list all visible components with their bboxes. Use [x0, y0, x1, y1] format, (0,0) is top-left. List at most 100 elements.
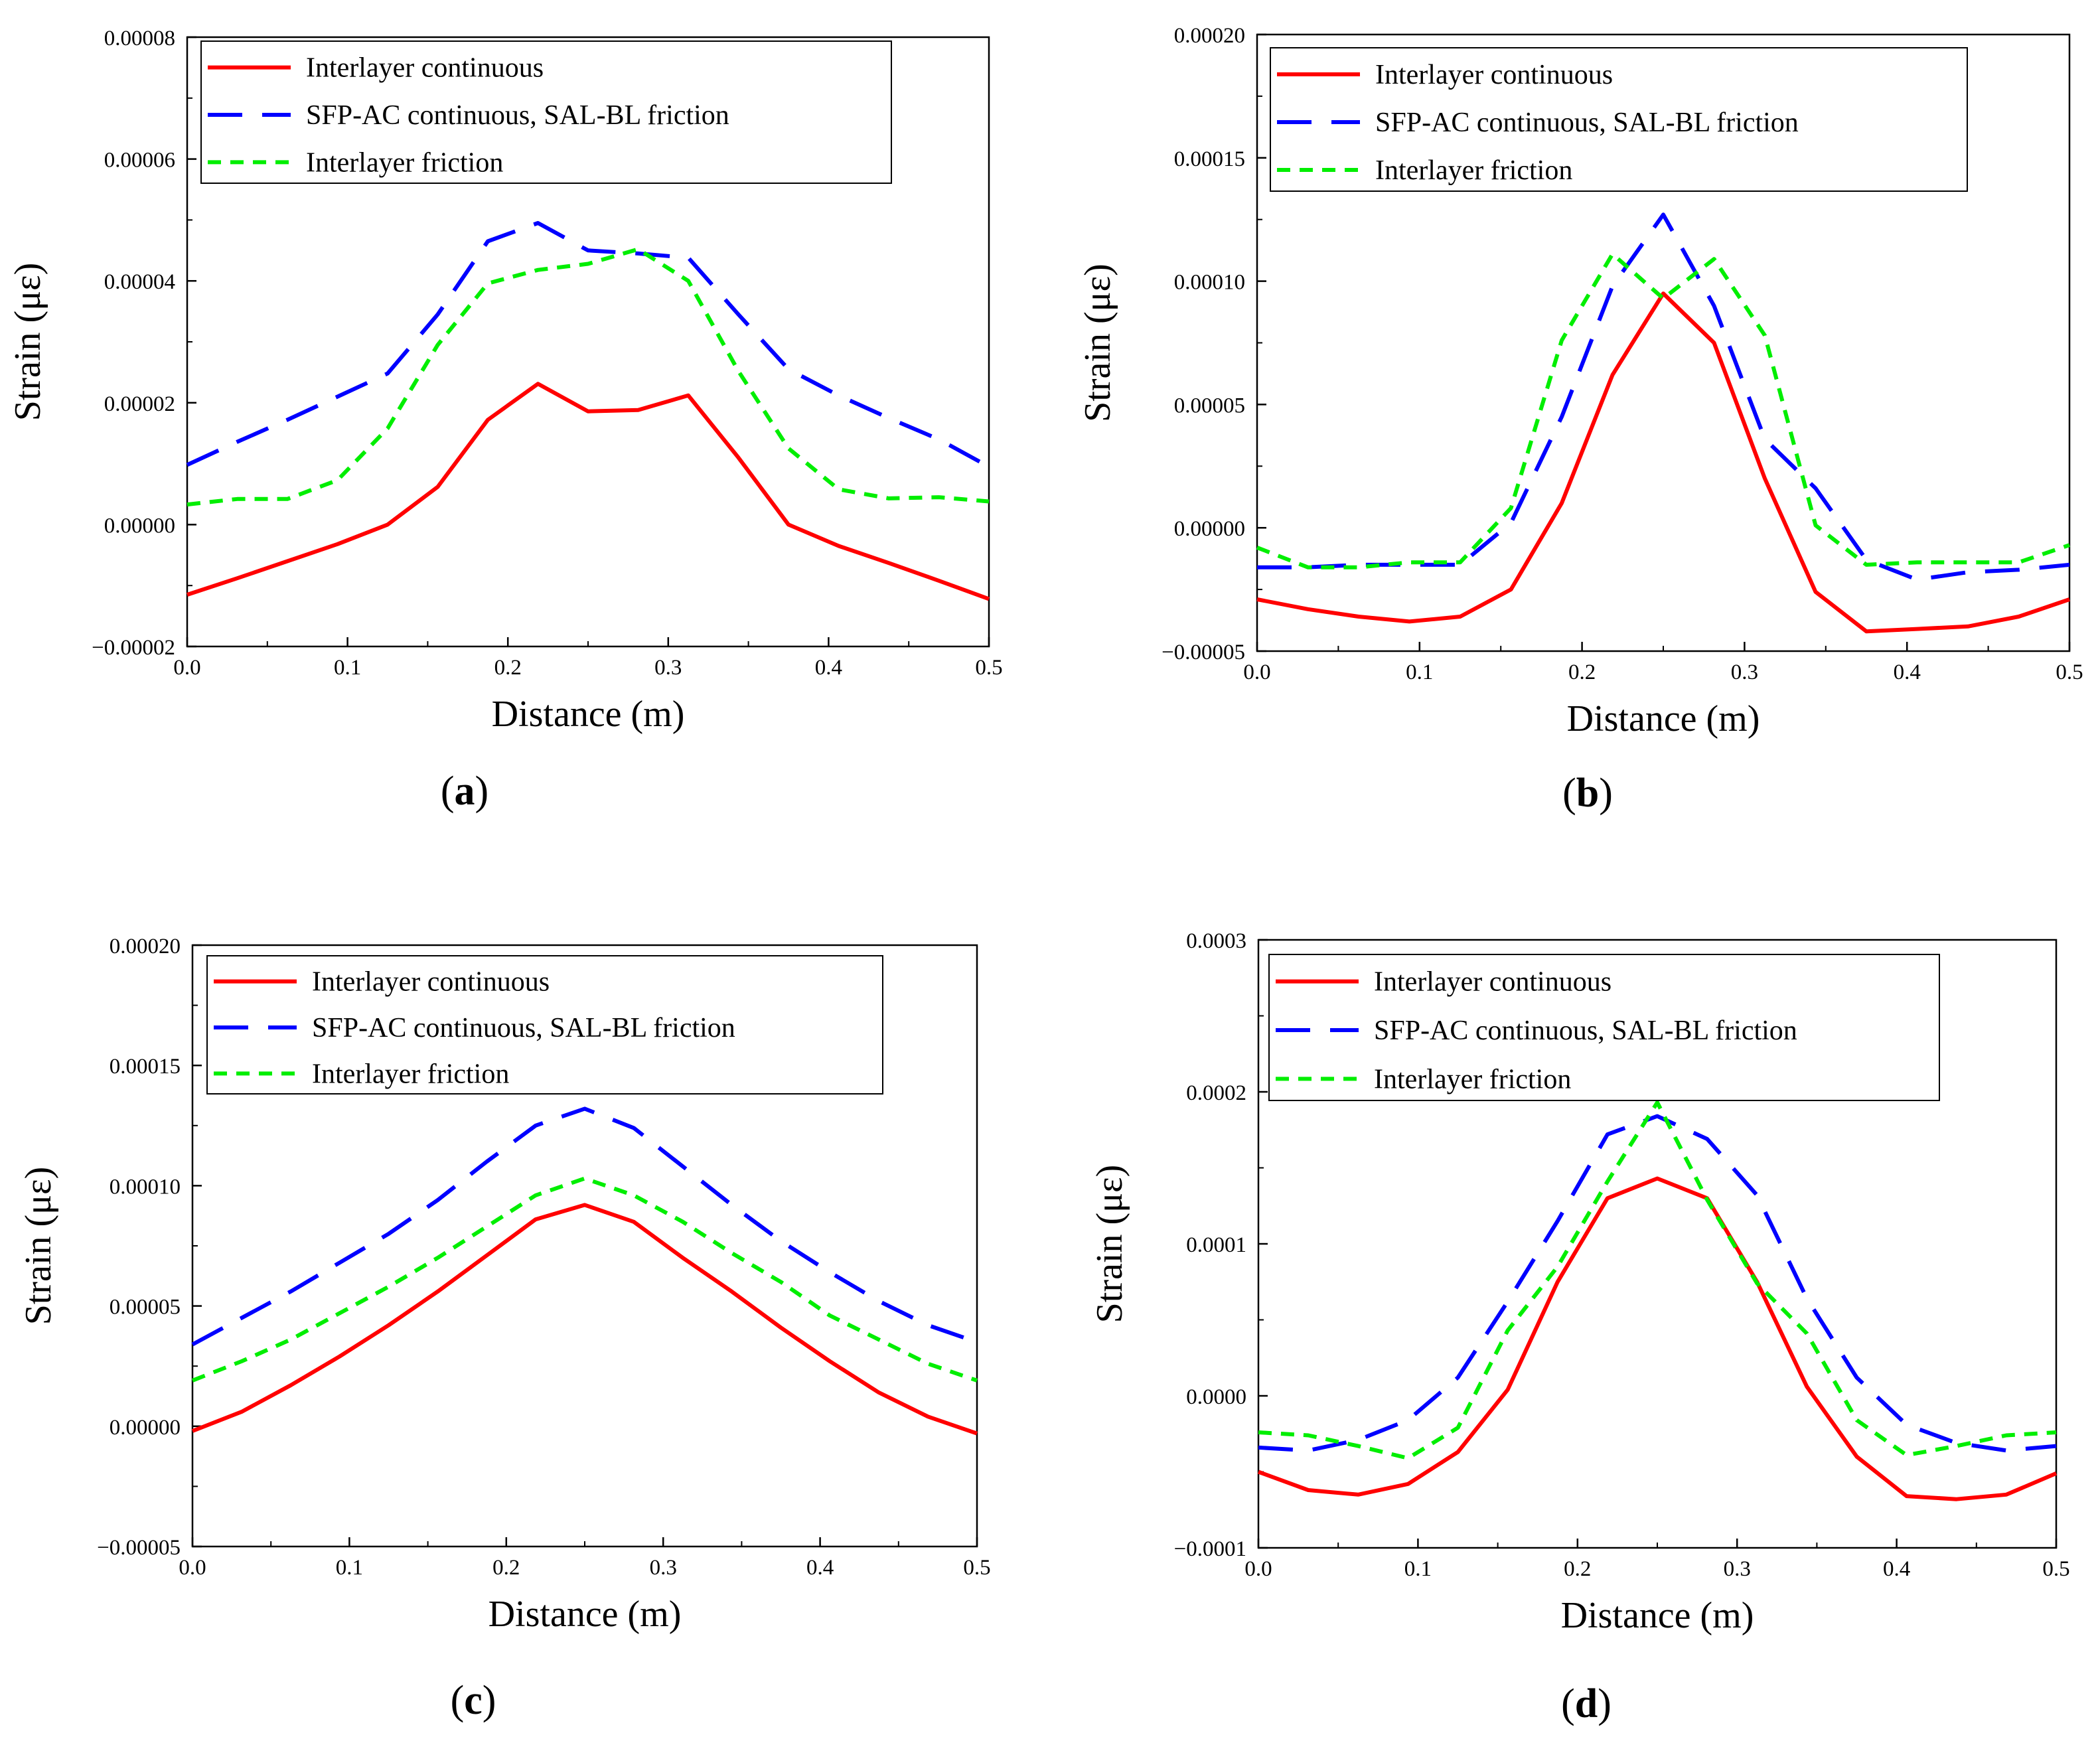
y-tick-label: 0.0003	[1186, 929, 1246, 953]
legend-label-1: Interlayer continuous	[1374, 967, 1612, 998]
legend-label-1: Interlayer continuous	[1375, 60, 1613, 90]
y-tick-label: 0.00005	[110, 1296, 181, 1320]
legend-label-1: Interlayer continuous	[312, 967, 550, 998]
y-tick-label: −0.00005	[97, 1536, 181, 1560]
chart-panel-a: 0.0 0.1 0.2 0.3 0.4 0.5 −0.00002 0.00000 0.00002…	[7, 27, 1003, 814]
y-tick-label: 0.00000	[104, 514, 175, 538]
panel-letter: d	[1575, 1681, 1598, 1726]
x-tick-label: 0.0	[173, 656, 200, 680]
panel-label: (c)	[451, 1678, 496, 1723]
x-axis-label: Distance (m)	[1561, 1595, 1754, 1636]
series-line-3	[187, 247, 990, 507]
legend-label-2: SFP-AC continuous, SAL-BL friction	[312, 1013, 735, 1043]
y-tick-label: 0.00000	[1174, 517, 1245, 541]
legend-box	[1268, 954, 1940, 1101]
y-tick-label: 0.00020	[1174, 24, 1245, 48]
series-line-2	[191, 1106, 978, 1347]
chart-panel-b: 0.0 0.1 0.2 0.3 0.4 0.5 −0.00005 0.00000 0.00005…	[1077, 24, 2083, 816]
y-tick-label: 0.00002	[104, 392, 175, 416]
x-axis-label: Distance (m)	[492, 694, 685, 735]
x-tick-label: 0.4	[1883, 1557, 1910, 1581]
x-tick-label: 0.1	[1406, 660, 1433, 684]
x-tick-label: 0.2	[492, 1556, 520, 1580]
y-tick-label: 0.00015	[110, 1055, 181, 1079]
x-tick-label: 0.0	[179, 1556, 206, 1580]
series-line-2	[186, 221, 990, 469]
y-tick-label: 0.00008	[104, 27, 175, 50]
series-line-1	[1257, 1176, 2058, 1501]
series-line-3	[191, 1176, 978, 1383]
x-axis-label: Distance (m)	[1567, 698, 1760, 739]
series-line-1	[187, 382, 990, 601]
x-tick-label: 0.1	[1404, 1557, 1432, 1581]
y-tick-label: 0.00004	[104, 270, 175, 294]
legend-label-3: Interlayer friction	[312, 1059, 509, 1089]
legend-box	[200, 40, 892, 184]
y-tick-label: 0.0000	[1186, 1385, 1246, 1409]
legend-label-2: SFP-AC continuous, SAL-BL friction	[1375, 108, 1799, 138]
x-tick-label: 0.0	[1244, 1557, 1272, 1581]
y-tick-label: 0.00000	[110, 1416, 181, 1440]
y-tick-label: 0.00020	[110, 935, 181, 958]
x-tick-label: 0.2	[494, 656, 522, 680]
panel-label: (a)	[441, 769, 488, 814]
series-line-2	[1258, 1114, 2057, 1453]
y-axis-label: Strain (με)	[1089, 1165, 1130, 1323]
x-tick-label: 0.5	[2056, 660, 2083, 684]
legend: Interlayer continuous SFP-AC continuous, …	[1270, 47, 1968, 192]
y-tick-label: 0.0002	[1186, 1081, 1246, 1105]
panel-letter: b	[1576, 771, 1599, 816]
y-tick-label: 0.00010	[1174, 271, 1245, 295]
y-axis-label: Strain (με)	[18, 1167, 59, 1325]
x-tick-label: 0.3	[1731, 660, 1758, 684]
legend-label-3: Interlayer friction	[1375, 155, 1572, 186]
legend: Interlayer continuous SFP-AC continuous, …	[206, 955, 883, 1095]
y-tick-label: −0.0001	[1174, 1537, 1246, 1561]
y-tick-label: −0.00002	[92, 636, 175, 660]
panel-label: (d)	[1561, 1681, 1612, 1726]
legend-label-2: SFP-AC continuous, SAL-BL friction	[1374, 1016, 1797, 1046]
x-tick-label: 0.1	[334, 656, 361, 680]
x-axis-label: Distance (m)	[488, 1594, 682, 1635]
y-tick-label: 0.0001	[1186, 1233, 1246, 1257]
y-axis-label: Strain (με)	[1077, 264, 1118, 422]
legend: Interlayer continuous SFP-AC continuous, …	[1268, 954, 1940, 1101]
legend-label-3: Interlayer friction	[1374, 1064, 1571, 1095]
panel-label: (b)	[1562, 771, 1613, 816]
legend-box	[206, 955, 883, 1095]
chart-panel-c: 0.0 0.1 0.2 0.3 0.4 0.5 −0.00005 0.00000 0.00005…	[18, 935, 991, 1723]
x-tick-label: 0.3	[1724, 1557, 1751, 1581]
chart-panel-d: 0.0 0.1 0.2 0.3 0.4 0.5 −0.0001 0.0000 0.0001 0.0…	[1089, 929, 2070, 1726]
x-tick-label: 0.1	[336, 1556, 363, 1580]
y-tick-label: 0.00006	[104, 149, 175, 173]
series-line-3	[1258, 1100, 2057, 1460]
series-line-1	[1256, 291, 2070, 634]
x-tick-label: 0.4	[1894, 660, 1921, 684]
legend-label-2: SFP-AC continuous, SAL-BL friction	[306, 100, 729, 131]
x-tick-label: 0.3	[650, 1556, 677, 1580]
y-axis-label: Strain (με)	[7, 263, 48, 421]
y-tick-label: 0.00015	[1174, 147, 1245, 171]
x-tick-label: 0.5	[2042, 1557, 2069, 1581]
x-tick-label: 0.5	[963, 1556, 990, 1580]
legend: Interlayer continuous SFP-AC continuous, …	[200, 40, 892, 184]
y-tick-label: 0.00010	[110, 1175, 181, 1199]
x-tick-label: 0.5	[975, 656, 1002, 680]
x-tick-label: 0.2	[1564, 1557, 1591, 1581]
panel-letter: c	[464, 1678, 483, 1723]
x-tick-label: 0.2	[1568, 660, 1596, 684]
series-line-2	[1257, 212, 2070, 582]
y-tick-label: −0.00005	[1162, 641, 1245, 664]
legend-label-3: Interlayer friction	[306, 147, 503, 178]
panel-letter: a	[455, 769, 475, 814]
series-line-1	[191, 1203, 978, 1436]
series-line-3	[1256, 252, 2070, 569]
x-tick-label: 0.0	[1243, 660, 1270, 684]
legend-box	[1270, 47, 1968, 192]
x-tick-label: 0.4	[806, 1556, 834, 1580]
y-tick-label: 0.00005	[1174, 394, 1245, 417]
legend-label-1: Interlayer continuous	[306, 53, 544, 84]
x-tick-label: 0.4	[815, 656, 842, 680]
x-tick-label: 0.3	[654, 656, 682, 680]
